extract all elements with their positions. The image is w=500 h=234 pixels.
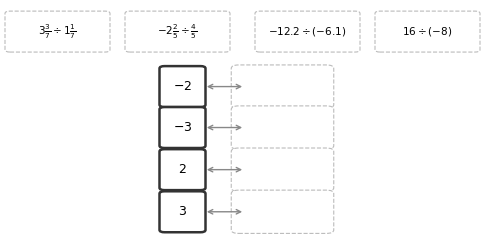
Text: $-3$: $-3$ bbox=[173, 121, 192, 134]
FancyBboxPatch shape bbox=[125, 11, 230, 52]
FancyBboxPatch shape bbox=[160, 149, 206, 190]
FancyBboxPatch shape bbox=[160, 107, 206, 148]
Text: $-12.2 \div (-6.1)$: $-12.2 \div (-6.1)$ bbox=[268, 25, 346, 38]
Text: $2$: $2$ bbox=[178, 163, 187, 176]
Text: $3$: $3$ bbox=[178, 205, 187, 218]
FancyBboxPatch shape bbox=[160, 191, 206, 232]
Text: $-2\frac{2}{5} \div \frac{4}{5}$: $-2\frac{2}{5} \div \frac{4}{5}$ bbox=[157, 22, 198, 41]
FancyBboxPatch shape bbox=[231, 148, 334, 191]
FancyBboxPatch shape bbox=[231, 106, 334, 149]
FancyBboxPatch shape bbox=[255, 11, 360, 52]
FancyBboxPatch shape bbox=[375, 11, 480, 52]
Text: $3\frac{3}{7} \div 1\frac{1}{7}$: $3\frac{3}{7} \div 1\frac{1}{7}$ bbox=[38, 22, 76, 41]
Text: $-2$: $-2$ bbox=[173, 80, 192, 93]
FancyBboxPatch shape bbox=[5, 11, 110, 52]
FancyBboxPatch shape bbox=[231, 190, 334, 233]
Text: $16 \div (-8)$: $16 \div (-8)$ bbox=[402, 25, 452, 38]
FancyBboxPatch shape bbox=[160, 66, 206, 107]
FancyBboxPatch shape bbox=[231, 65, 334, 108]
